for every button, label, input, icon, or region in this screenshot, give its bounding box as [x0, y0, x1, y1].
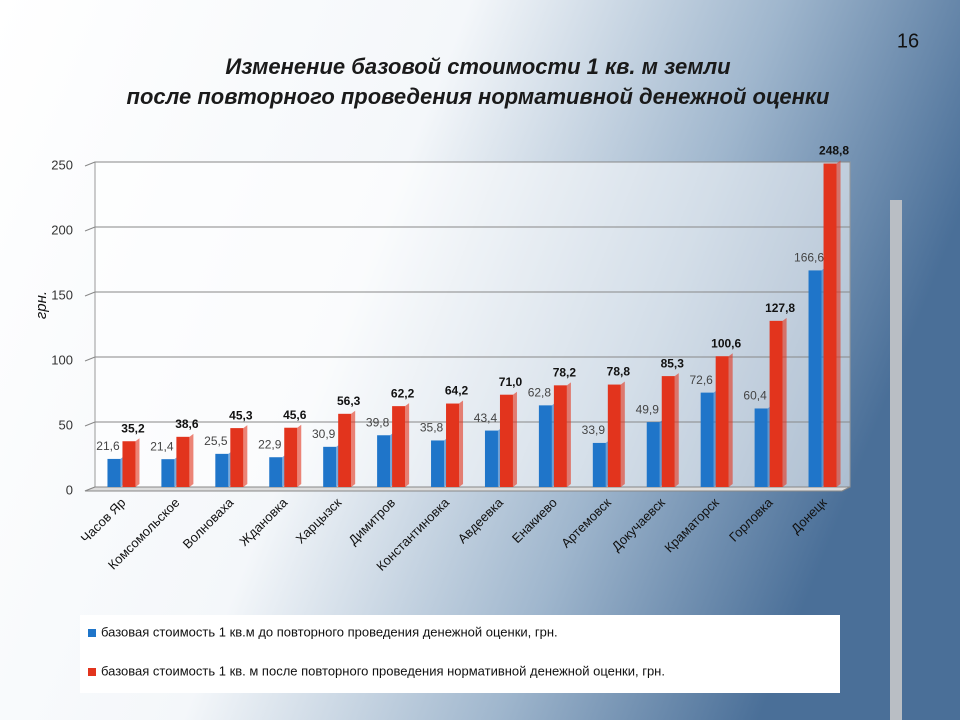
- value-label: 45,3: [229, 408, 253, 422]
- bar-side: [566, 382, 571, 487]
- y-tick-label: 200: [51, 222, 73, 237]
- value-label: 38,6: [175, 417, 199, 431]
- y-axis-label: грн.: [33, 291, 50, 319]
- grid-line: [84, 226, 96, 232]
- value-label: 71,0: [499, 375, 523, 389]
- grid-line: [84, 356, 96, 362]
- legend: [80, 615, 840, 693]
- value-label: 127,8: [765, 301, 795, 315]
- bar: [808, 270, 822, 487]
- value-label: 49,9: [636, 402, 660, 416]
- y-tick-label: 50: [59, 417, 73, 432]
- value-label: 62,2: [391, 386, 415, 400]
- bar: [107, 458, 121, 487]
- bar: [230, 428, 244, 487]
- value-label: 78,2: [553, 366, 577, 380]
- bar: [646, 422, 660, 487]
- chart-subtitle: после повторного проведения нормативной …: [127, 84, 831, 109]
- value-label: 25,5: [204, 434, 228, 448]
- bar-side: [836, 160, 841, 487]
- grid-line: [84, 291, 96, 297]
- bar: [538, 405, 552, 487]
- y-tick-label: 100: [51, 352, 73, 367]
- bar-side: [459, 400, 464, 487]
- value-label: 248,8: [819, 144, 849, 158]
- bar: [553, 385, 567, 487]
- grid-line: [84, 161, 96, 167]
- legend-swatch: [88, 668, 96, 676]
- value-label: 35,2: [121, 421, 145, 435]
- value-label: 39,8: [366, 415, 390, 429]
- bar-side: [297, 424, 302, 487]
- bar-side: [782, 317, 787, 487]
- value-label: 72,6: [689, 373, 713, 387]
- bar: [446, 403, 460, 487]
- value-label: 35,8: [420, 421, 444, 435]
- y-tick-label: 250: [51, 157, 73, 172]
- legend-label: базовая стоимость 1 кв.м до повторного п…: [101, 624, 558, 639]
- bar-side: [620, 381, 625, 487]
- value-label: 21,4: [150, 439, 174, 453]
- grid-line: [84, 421, 96, 427]
- y-tick-label: 0: [66, 482, 73, 497]
- bar: [122, 441, 136, 487]
- value-label: 64,2: [445, 384, 469, 398]
- value-label: 43,4: [474, 411, 498, 425]
- legend-label: базовая стоимость 1 кв. м после повторно…: [101, 663, 665, 678]
- bar: [284, 427, 298, 487]
- bar-side: [674, 373, 679, 487]
- bar-side: [512, 391, 517, 487]
- bar: [715, 356, 729, 487]
- bar: [323, 446, 337, 487]
- bar-side: [243, 425, 248, 487]
- bar-side: [728, 353, 733, 487]
- bar: [661, 376, 675, 487]
- bar-side: [135, 438, 140, 487]
- bar: [700, 392, 714, 487]
- chart-title: Изменение базовой стоимости 1 кв. м земл…: [225, 54, 731, 79]
- value-label: 100,6: [711, 336, 741, 350]
- bar: [754, 408, 768, 487]
- bar: [431, 440, 445, 487]
- value-label: 85,3: [661, 356, 685, 370]
- value-label: 30,9: [312, 427, 336, 441]
- bar: [338, 413, 352, 487]
- value-label: 78,8: [607, 365, 631, 379]
- legend-swatch: [88, 629, 96, 637]
- value-label: 21,6: [96, 439, 120, 453]
- value-label: 60,4: [743, 389, 767, 403]
- bar: [823, 163, 837, 487]
- value-label: 33,9: [582, 423, 606, 437]
- bar: [377, 435, 391, 487]
- bar: [499, 394, 513, 487]
- flagpole: [890, 200, 902, 720]
- bar-side: [189, 433, 194, 487]
- x-axis-floor: [84, 486, 851, 492]
- value-label: 62,8: [528, 386, 552, 400]
- value-label: 56,3: [337, 394, 361, 408]
- value-label: 22,9: [258, 437, 282, 451]
- bar: [484, 430, 498, 487]
- bar: [607, 384, 621, 487]
- bar-side: [351, 410, 356, 487]
- bar: [769, 320, 783, 487]
- bar: [269, 457, 283, 487]
- value-label: 45,6: [283, 408, 307, 422]
- bar: [176, 436, 190, 487]
- bar-side: [405, 403, 410, 487]
- bar: [392, 406, 406, 487]
- bar: [161, 459, 175, 487]
- y-tick-label: 150: [51, 287, 73, 302]
- bar: [592, 442, 606, 487]
- value-label: 166,6: [794, 251, 824, 265]
- bar: [215, 453, 229, 487]
- slide-number: 16: [897, 30, 919, 52]
